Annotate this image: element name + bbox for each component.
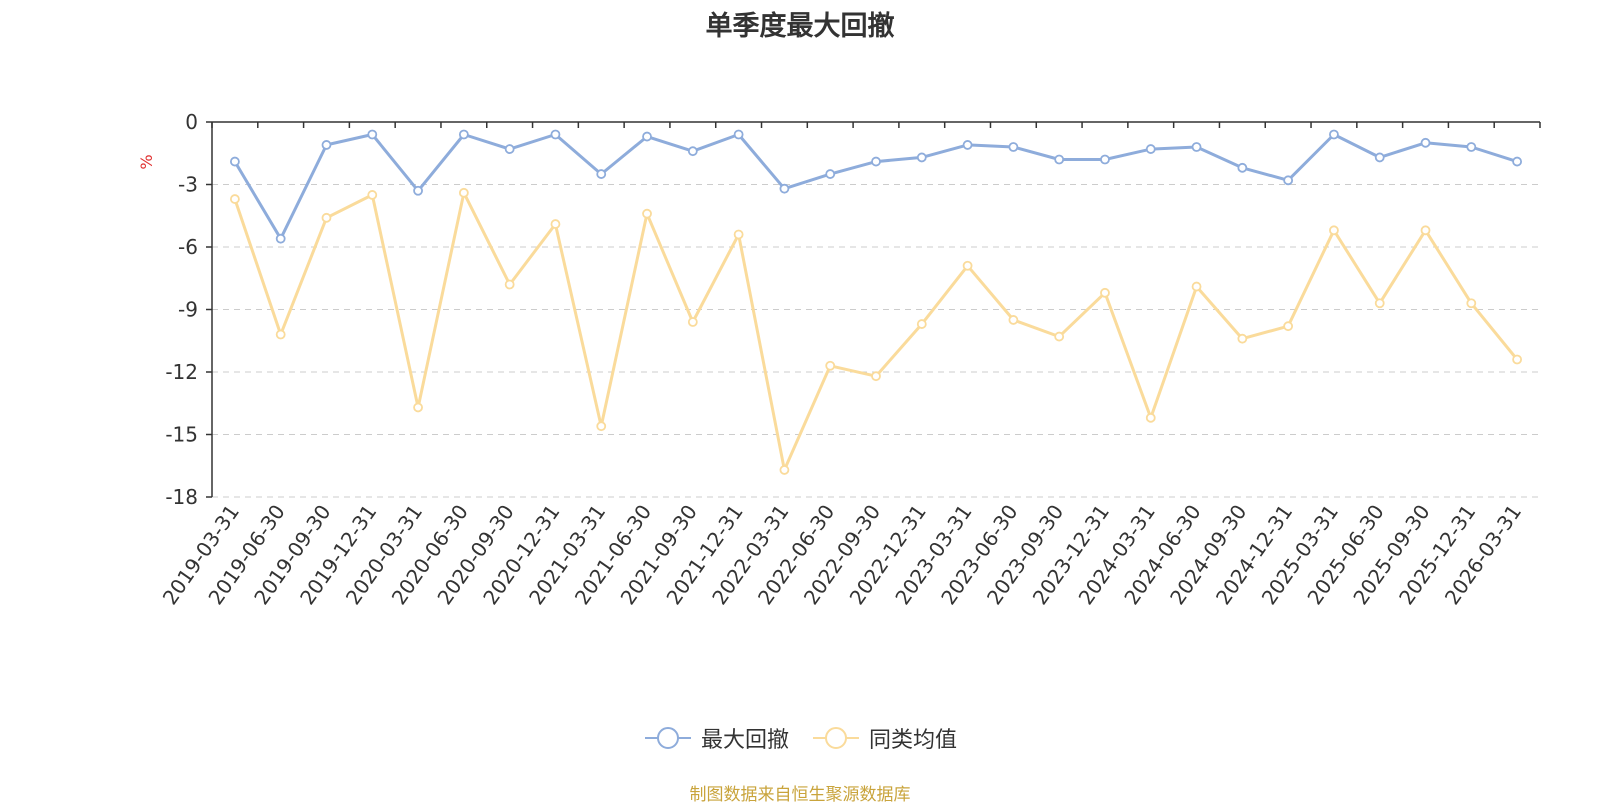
data-point-1 bbox=[413, 402, 423, 413]
y-axis-unit-label: % bbox=[137, 154, 156, 169]
data-source-note: 制图数据来自恒生聚源数据库 bbox=[689, 785, 911, 805]
data-point-0 bbox=[962, 140, 973, 150]
data-point-1 bbox=[1100, 287, 1110, 298]
data-point-0 bbox=[275, 233, 286, 244]
data-point-1 bbox=[458, 187, 469, 198]
data-point-0 bbox=[504, 144, 515, 154]
data-point-0 bbox=[1466, 142, 1477, 152]
data-point-1 bbox=[733, 229, 744, 240]
y-tick-label: -15 bbox=[165, 423, 198, 447]
data-point-0 bbox=[367, 129, 378, 140]
legend-marker-icon bbox=[813, 727, 859, 749]
data-point-0 bbox=[458, 129, 469, 140]
data-point-0 bbox=[1237, 162, 1248, 173]
data-point-1 bbox=[1283, 321, 1294, 332]
data-point-1 bbox=[779, 465, 790, 475]
data-point-1 bbox=[596, 421, 607, 432]
series-line-1 bbox=[233, 191, 1519, 472]
data-point-1 bbox=[321, 212, 332, 223]
data-point-0 bbox=[1374, 152, 1385, 163]
data-point-1 bbox=[825, 360, 836, 371]
data-point-0 bbox=[1100, 154, 1110, 165]
data-point-1 bbox=[550, 219, 561, 229]
data-point-1 bbox=[1237, 333, 1248, 344]
legend-marker-icon bbox=[644, 727, 691, 749]
data-point-1 bbox=[1466, 298, 1477, 309]
y-tick-label: -12 bbox=[165, 360, 198, 384]
data-point-1 bbox=[1054, 331, 1065, 342]
data-point-0 bbox=[1145, 144, 1156, 154]
y-tick-label: -6 bbox=[178, 235, 198, 259]
series-points bbox=[229, 129, 1523, 475]
axes: 0-3-6-9-12-15-182019-03-312019-06-302019… bbox=[158, 110, 1541, 609]
data-point-1 bbox=[229, 194, 240, 204]
data-point-1 bbox=[1420, 225, 1431, 236]
data-point-1 bbox=[687, 317, 698, 327]
legend-item-max-drawdown[interactable]: 最大回撤 bbox=[643, 722, 789, 754]
data-point-0 bbox=[642, 131, 652, 142]
data-point-0 bbox=[1512, 156, 1523, 167]
data-point-1 bbox=[1374, 298, 1385, 309]
data-point-0 bbox=[825, 169, 836, 179]
data-point-1 bbox=[1512, 354, 1523, 365]
legend-item-peer-average[interactable]: 同类均值 bbox=[811, 722, 957, 754]
data-point-1 bbox=[1329, 225, 1339, 236]
data-point-0 bbox=[596, 169, 607, 179]
data-point-0 bbox=[550, 129, 561, 140]
data-point-0 bbox=[733, 129, 744, 140]
data-point-1 bbox=[916, 319, 927, 329]
data-point-1 bbox=[962, 260, 973, 271]
data-point-0 bbox=[916, 152, 927, 163]
data-point-0 bbox=[1329, 129, 1339, 140]
y-tick-label: 0 bbox=[185, 110, 198, 134]
data-point-0 bbox=[1054, 154, 1065, 165]
data-point-0 bbox=[1008, 142, 1019, 152]
data-point-0 bbox=[1283, 175, 1294, 186]
data-point-1 bbox=[871, 371, 881, 382]
y-tick-label: -18 bbox=[165, 485, 198, 509]
data-point-0 bbox=[871, 156, 881, 167]
data-point-1 bbox=[275, 329, 286, 340]
legend-label: 最大回撤 bbox=[700, 728, 789, 753]
data-point-0 bbox=[229, 156, 240, 167]
data-point-0 bbox=[779, 183, 790, 194]
data-point-0 bbox=[1420, 137, 1431, 148]
data-point-0 bbox=[413, 185, 423, 196]
data-point-0 bbox=[687, 146, 698, 157]
legend-label: 同类均值 bbox=[869, 728, 958, 753]
data-point-1 bbox=[367, 190, 378, 200]
data-point-1 bbox=[1008, 315, 1019, 325]
data-point-1 bbox=[642, 208, 652, 219]
chart-title: 单季度最大回撤 bbox=[705, 11, 895, 42]
data-point-0 bbox=[1191, 142, 1202, 152]
data-point-1 bbox=[1191, 281, 1202, 292]
series-line-0 bbox=[233, 133, 1519, 241]
y-tick-label: -3 bbox=[178, 173, 198, 197]
data-point-1 bbox=[504, 279, 515, 290]
data-point-0 bbox=[321, 140, 332, 150]
grid-lines bbox=[212, 184, 1540, 498]
y-tick-label: -9 bbox=[178, 298, 198, 322]
data-point-1 bbox=[1145, 412, 1156, 423]
legend: 最大回撤 同类均值 bbox=[0, 722, 1600, 754]
